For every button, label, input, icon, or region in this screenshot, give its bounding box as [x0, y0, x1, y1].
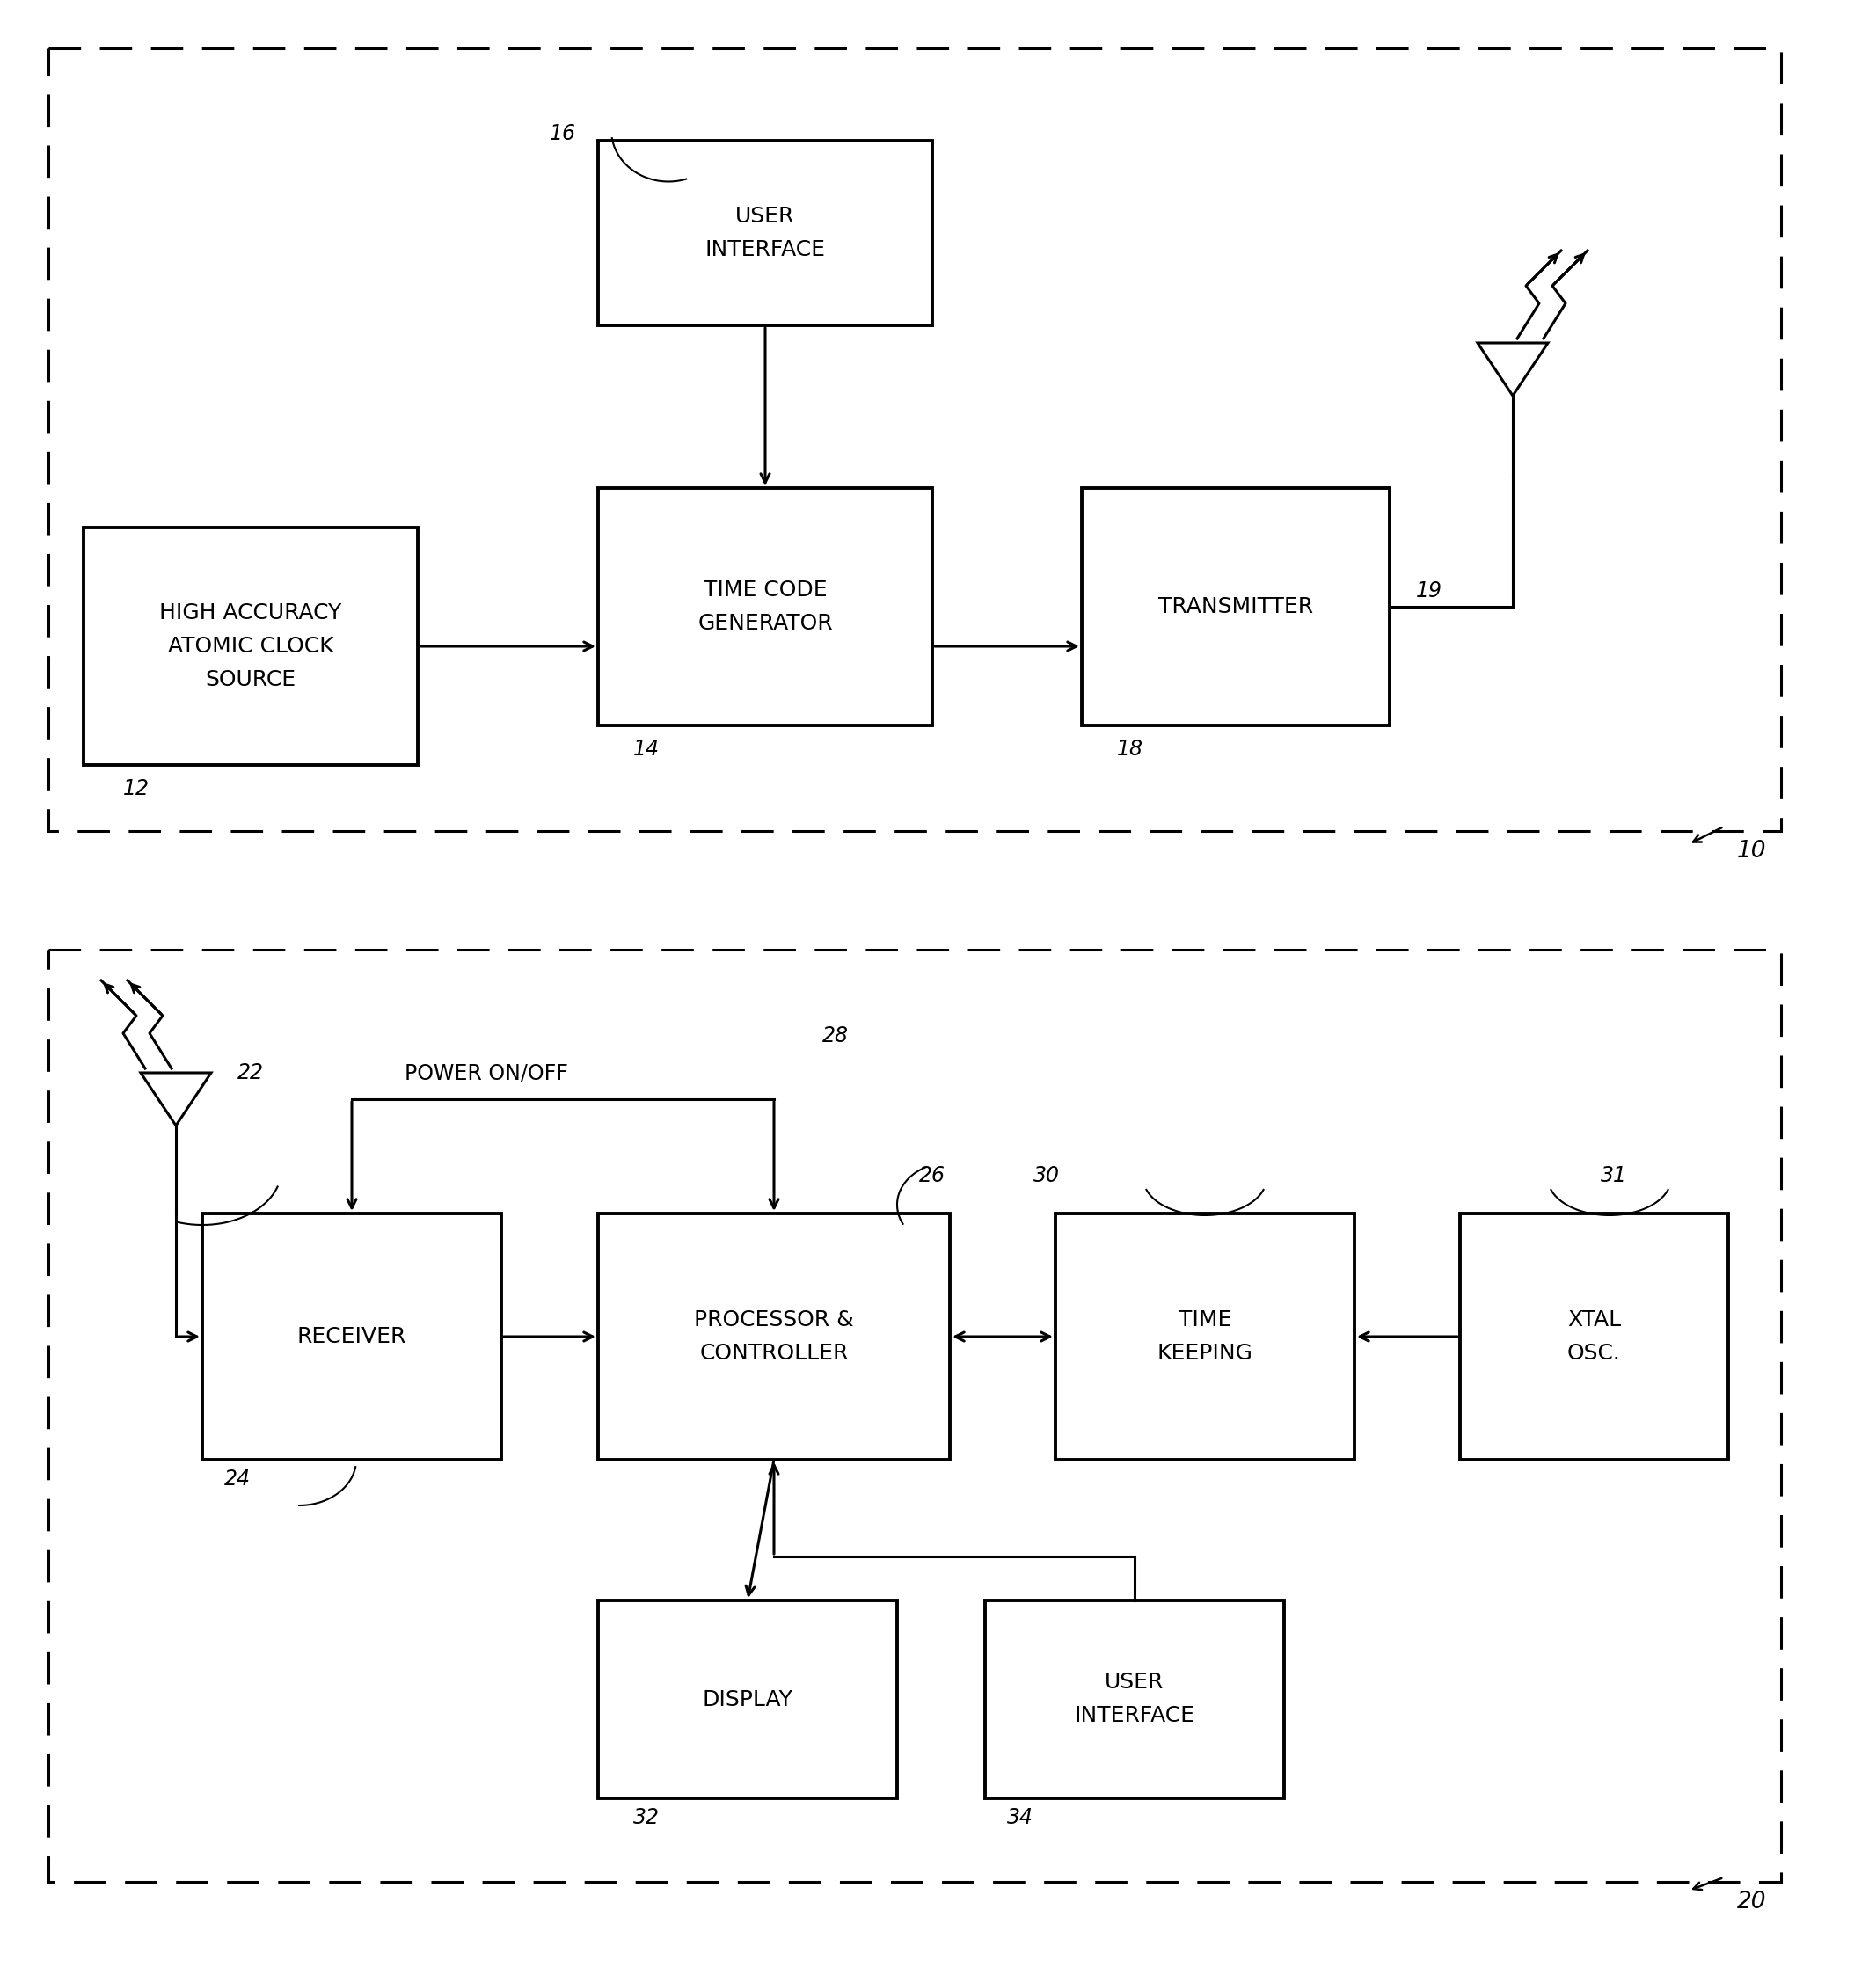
Text: TRANSMITTER: TRANSMITTER	[1157, 596, 1313, 618]
Text: 22: 22	[238, 1063, 265, 1082]
Text: 24: 24	[225, 1468, 251, 1490]
Text: TIME CODE: TIME CODE	[704, 579, 827, 600]
Text: RECEIVER: RECEIVER	[296, 1326, 407, 1348]
Text: 30: 30	[1034, 1165, 1060, 1187]
Bar	[84, 527, 418, 766]
Text: 10: 10	[1737, 840, 1767, 862]
Bar	[1082, 488, 1390, 726]
Bar	[1460, 1214, 1728, 1460]
Text: TIME: TIME	[1178, 1309, 1231, 1330]
Text: KEEPING: KEEPING	[1157, 1342, 1253, 1364]
Text: 32: 32	[634, 1807, 660, 1828]
Text: INTERFACE: INTERFACE	[1075, 1706, 1195, 1726]
Text: 26: 26	[919, 1165, 946, 1187]
Text: SOURCE: SOURCE	[204, 669, 296, 691]
Bar	[985, 1600, 1283, 1799]
Bar	[598, 1214, 949, 1460]
Text: XTAL: XTAL	[1566, 1309, 1621, 1330]
Text: 14: 14	[634, 738, 660, 760]
Bar	[598, 1600, 897, 1799]
Text: USER: USER	[1105, 1673, 1165, 1692]
Text: 12: 12	[124, 777, 150, 799]
Text: PROCESSOR &: PROCESSOR &	[694, 1309, 854, 1330]
Bar	[49, 49, 1780, 830]
Text: 18: 18	[1116, 738, 1142, 760]
Text: 34: 34	[1007, 1807, 1034, 1828]
Text: INTERFACE: INTERFACE	[705, 240, 825, 260]
Text: 28: 28	[822, 1025, 848, 1047]
Bar	[1056, 1214, 1354, 1460]
Bar	[598, 140, 932, 325]
Text: 16: 16	[550, 124, 576, 144]
Bar	[49, 951, 1780, 1881]
Text: 20: 20	[1737, 1891, 1767, 1913]
Text: GENERATOR: GENERATOR	[698, 612, 833, 634]
Text: DISPLAY: DISPLAY	[702, 1689, 794, 1710]
Text: CONTROLLER: CONTROLLER	[700, 1342, 848, 1364]
Bar	[598, 488, 932, 726]
Text: USER: USER	[735, 207, 795, 226]
Text: 19: 19	[1416, 581, 1443, 602]
Text: ATOMIC CLOCK: ATOMIC CLOCK	[167, 636, 334, 657]
Text: 31: 31	[1600, 1165, 1626, 1187]
Text: OSC.: OSC.	[1566, 1342, 1621, 1364]
Text: POWER ON/OFF: POWER ON/OFF	[405, 1063, 568, 1082]
Text: HIGH ACCURACY: HIGH ACCURACY	[159, 602, 341, 624]
Bar	[203, 1214, 501, 1460]
